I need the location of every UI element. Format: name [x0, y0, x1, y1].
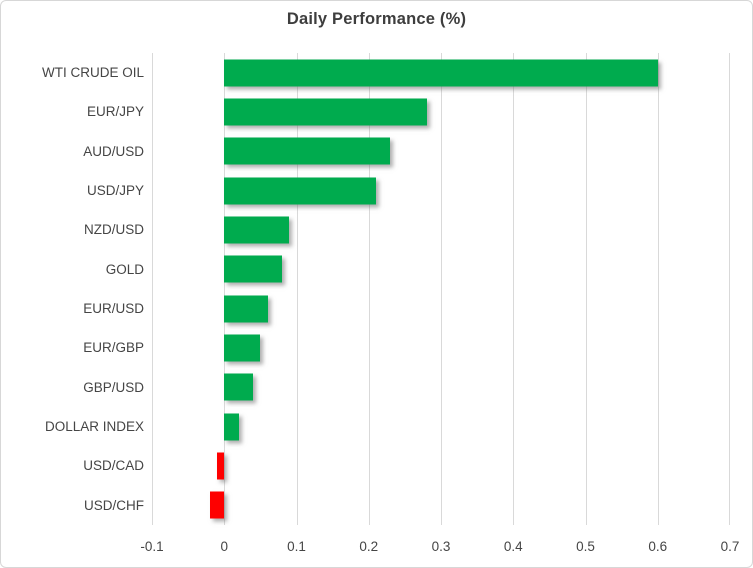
bar-eur-gbp: [224, 334, 261, 362]
bar-row: [152, 210, 730, 249]
x-tick-label: 0.7: [720, 539, 740, 554]
bar-nzd-usd: [224, 216, 290, 244]
bar-row: [152, 53, 730, 92]
category-label: EUR/GBP: [83, 340, 144, 356]
category-label: USD/JPY: [86, 183, 144, 199]
bar-row: [152, 289, 730, 328]
bar-row: [152, 171, 730, 210]
category-label: AUD/USD: [83, 143, 144, 159]
x-tick-label: 0.3: [431, 539, 451, 554]
x-tick-label: 0.6: [648, 539, 668, 554]
gridline: [729, 53, 730, 525]
gridline: [658, 53, 659, 525]
x-tick-label: 0.4: [503, 539, 523, 554]
bar-eur-jpy: [224, 98, 427, 126]
category-label: GOLD: [105, 261, 144, 277]
bar-wti-crude-oil: [224, 59, 658, 87]
bar-row: [152, 132, 730, 171]
x-tick-label: 0: [220, 539, 228, 554]
x-tick-label: 0.2: [359, 539, 379, 554]
bar-eur-usd: [224, 295, 268, 323]
plot-area: [152, 53, 730, 525]
bar-usd-chf: [209, 491, 225, 519]
bar-row: [152, 407, 730, 446]
category-label: USD/CAD: [83, 458, 144, 474]
gridline: [369, 53, 370, 525]
zero-axis-line: [224, 53, 225, 525]
category-label: DOLLAR INDEX: [44, 419, 144, 435]
bar-aud-usd: [224, 137, 391, 165]
category-label: NZD/USD: [84, 222, 144, 238]
category-labels: WTI CRUDE OIL EUR/JPY AUD/USD USD/JPY NZD/US…: [1, 53, 145, 525]
category-label: WTI CRUDE OIL: [41, 65, 144, 81]
gridline: [441, 53, 442, 525]
category-label: EUR/JPY: [86, 104, 144, 120]
gridline: [513, 53, 514, 525]
category-label: USD/CHF: [84, 497, 144, 513]
bar-gold: [224, 255, 283, 283]
bar-row: [152, 92, 730, 131]
gridline: [586, 53, 587, 525]
x-axis-tick-labels: -0.1 0 0.1 0.2 0.3 0.4 0.5 0.6 0.7: [1, 537, 752, 559]
gridline: [297, 53, 298, 525]
chart-title: Daily Performance (%): [286, 10, 467, 28]
x-tick-label: 0.5: [576, 539, 595, 554]
x-tick-label: 0.1: [287, 539, 306, 554]
category-label: GBP/USD: [83, 379, 144, 395]
bar-row: [152, 446, 730, 485]
x-tick-label: -0.1: [140, 539, 164, 554]
bar-gbp-usd: [224, 373, 254, 401]
gridline: [152, 53, 153, 525]
bar-row: [152, 368, 730, 407]
bar-usd-cad: [217, 452, 225, 480]
bar-usd-jpy: [224, 177, 376, 205]
category-label: EUR/USD: [83, 301, 144, 317]
bar-row: [152, 486, 730, 525]
bar-row: [152, 250, 730, 289]
bar-row: [152, 328, 730, 367]
bar-dollar-index: [224, 413, 239, 441]
